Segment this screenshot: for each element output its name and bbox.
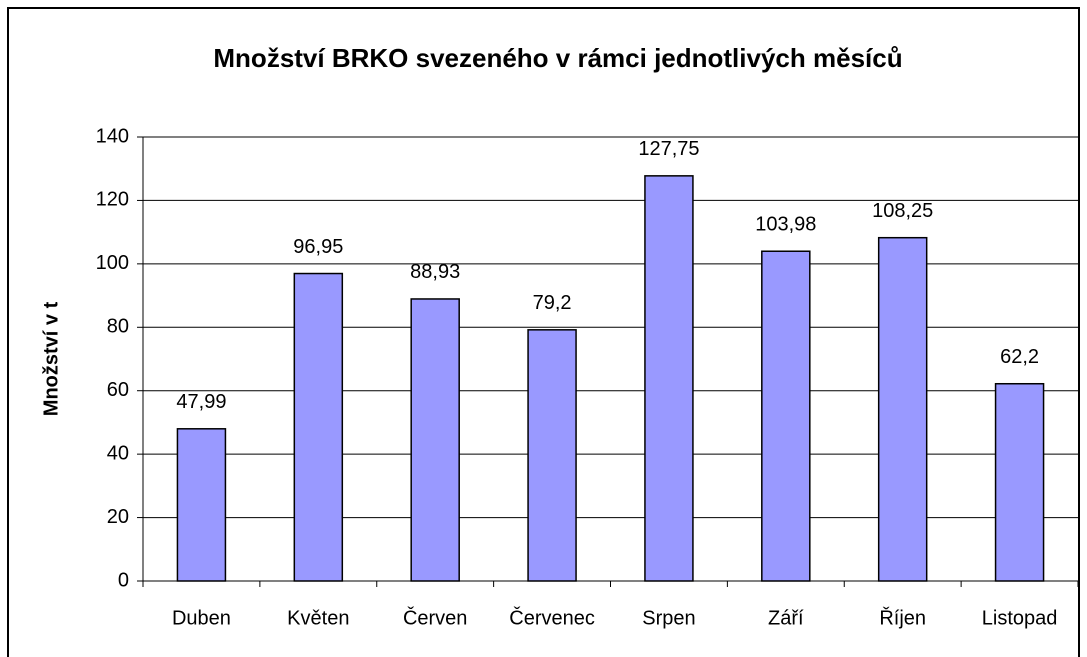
x-tick-label: Červenec <box>509 606 595 629</box>
bar <box>877 236 928 582</box>
data-label: 103,98 <box>755 214 816 236</box>
bar <box>994 382 1045 582</box>
x-tick-label: Duben <box>172 607 231 629</box>
data-label: 62,2 <box>1000 346 1039 368</box>
data-label: 108,25 <box>872 200 933 222</box>
y-tick-label: 60 <box>107 379 129 401</box>
bar <box>644 175 694 582</box>
x-tick-label: Květen <box>287 607 349 629</box>
x-tick-label: Listopad <box>982 607 1058 629</box>
data-label: 96,95 <box>293 236 343 258</box>
data-label: 47,99 <box>176 391 226 413</box>
y-tick-label: 20 <box>107 506 129 528</box>
data-label: 127,75 <box>638 138 699 160</box>
y-tick-label: 120 <box>96 189 129 211</box>
y-tick-label: 100 <box>96 252 129 274</box>
y-axis-label: Množství v t <box>40 301 62 416</box>
bar <box>410 298 460 582</box>
y-tick-label: 0 <box>118 569 129 591</box>
bar <box>761 250 811 582</box>
x-tick-label: Září <box>768 607 804 629</box>
chart-title: Množství BRKO svezeného v rámci jednotli… <box>213 43 902 73</box>
x-tick-label: Srpen <box>642 607 695 629</box>
bar <box>527 329 577 582</box>
y-tick-label: 140 <box>96 125 129 147</box>
y-tick-label: 80 <box>107 316 129 338</box>
data-label: 88,93 <box>410 261 460 283</box>
y-tick-label: 40 <box>107 442 129 464</box>
x-tick-label: Červen <box>403 606 467 629</box>
x-tick-label: Říjen <box>879 606 926 629</box>
bar <box>293 272 344 582</box>
data-label: 79,2 <box>533 292 572 314</box>
bar <box>176 428 227 582</box>
